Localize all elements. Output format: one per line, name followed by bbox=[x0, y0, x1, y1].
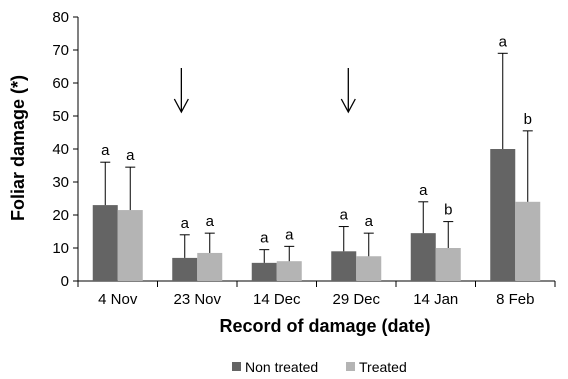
significance-label: a bbox=[340, 207, 349, 224]
bar bbox=[117, 210, 143, 281]
bar bbox=[356, 256, 382, 281]
arrow-head bbox=[173, 98, 189, 114]
y-axis: 0 10 20 30 40 50 60 70 80 bbox=[52, 9, 79, 290]
bar bbox=[276, 261, 302, 281]
bar bbox=[172, 257, 198, 281]
bar bbox=[197, 252, 223, 281]
arrow-head bbox=[340, 98, 356, 114]
bar bbox=[490, 149, 516, 281]
y-tick-label: 70 bbox=[52, 42, 69, 59]
y-tick-label: 30 bbox=[52, 174, 69, 191]
y-tick-label: 10 bbox=[52, 240, 69, 257]
significance-label: a bbox=[206, 213, 215, 230]
y-tick-label: 50 bbox=[52, 108, 69, 125]
down-arrow-icon bbox=[340, 68, 356, 114]
x-axis: 4 Nov 23 Nov 14 Dec 29 Dec 14 Jan 8 Feb bbox=[77, 280, 556, 308]
x-tick-label: 4 Nov bbox=[98, 291, 138, 308]
significance-label: a bbox=[101, 142, 110, 159]
bar bbox=[410, 233, 436, 281]
error-bars bbox=[100, 52, 533, 263]
x-tick-label: 23 Nov bbox=[173, 291, 221, 308]
significance-label: a bbox=[285, 226, 294, 243]
significance-label: a bbox=[126, 147, 135, 164]
significance-label: a bbox=[181, 215, 190, 232]
y-tick-label: 80 bbox=[52, 9, 69, 26]
significance-label: a bbox=[365, 213, 374, 230]
legend-label: Non treated bbox=[245, 359, 318, 375]
bar bbox=[435, 248, 461, 281]
significance-label: b bbox=[444, 202, 452, 219]
treatment-arrows bbox=[173, 68, 356, 114]
significance-label: a bbox=[260, 230, 269, 247]
x-tick-label: 14 Jan bbox=[413, 291, 458, 308]
legend-label: Treated bbox=[359, 359, 407, 375]
bar bbox=[331, 251, 357, 281]
x-axis-title: Record of damage (date) bbox=[219, 316, 430, 336]
legend-swatch bbox=[232, 362, 241, 371]
bar bbox=[92, 205, 118, 281]
y-axis-title: Foliar damage (*) bbox=[8, 75, 28, 221]
x-tick-label: 29 Dec bbox=[332, 291, 380, 308]
significance-label: a bbox=[499, 33, 508, 50]
significance-label: b bbox=[524, 111, 532, 128]
legend-swatch bbox=[346, 362, 355, 371]
significance-label: a bbox=[419, 182, 428, 199]
y-tick-label: 20 bbox=[52, 207, 69, 224]
bar bbox=[515, 201, 541, 281]
bar bbox=[251, 262, 277, 281]
x-tick-label: 8 Feb bbox=[496, 291, 534, 308]
down-arrow-icon bbox=[173, 68, 189, 114]
legend: Non treated Treated bbox=[232, 359, 407, 375]
y-tick-label: 40 bbox=[52, 141, 69, 158]
bars bbox=[92, 149, 541, 281]
x-tick-label: 14 Dec bbox=[253, 291, 301, 308]
y-tick-label: 0 bbox=[61, 273, 69, 290]
y-tick-label: 60 bbox=[52, 75, 69, 92]
